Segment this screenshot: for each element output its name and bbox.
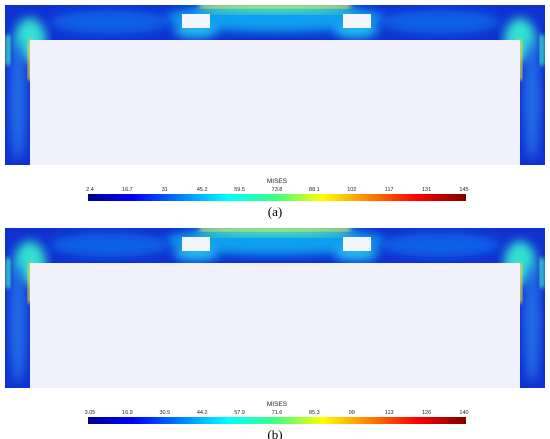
stress-zone — [380, 10, 500, 34]
stress-zone — [10, 40, 26, 160]
colorbar-tick-label: 44.2 — [197, 410, 208, 416]
stress-peak — [540, 35, 544, 65]
stress-peak — [200, 228, 350, 231]
colorbar-tick-label: 126 — [422, 410, 431, 416]
colorbar-tick-label: 45.2 — [197, 187, 208, 193]
stress-zone — [380, 233, 500, 257]
caption: (a) — [268, 204, 282, 219]
colorbar-tick-label: 31 — [162, 187, 168, 193]
stress-peak — [6, 35, 10, 65]
opening — [182, 237, 210, 251]
colorbar-tick-label: 99 — [349, 410, 355, 416]
colorbar-tick-label: 16.7 — [122, 187, 133, 193]
colorbar-tick-label: 57.9 — [234, 410, 245, 416]
stress-zone — [524, 40, 540, 160]
colorbar-tick-label: 85.3 — [309, 410, 320, 416]
panel: MISES 3.05 16.9 30.5 44.2 57.9 71.6 85.3 99 113 12… — [5, 228, 545, 439]
stress-peak — [200, 5, 350, 8]
colorbar-tick-label: 140 — [459, 410, 468, 416]
colorbar-tick-label: 131 — [422, 187, 431, 193]
opening — [343, 237, 371, 251]
colorbar — [88, 194, 466, 201]
stress-peak — [6, 258, 10, 288]
colorbar-tick-label: 88.1 — [309, 187, 320, 193]
stress-zone — [10, 263, 26, 383]
colorbar-tick-label: 73.8 — [272, 187, 283, 193]
colorbar-tick-label: 30.5 — [159, 410, 170, 416]
colorbar-tick-label: 59.5 — [234, 187, 245, 193]
interior — [30, 263, 520, 388]
interior — [30, 40, 520, 165]
opening — [343, 14, 371, 28]
stress-zone — [50, 233, 170, 257]
colorbar-tick-label: 71.6 — [272, 410, 283, 416]
stress-zone — [50, 10, 170, 34]
colorbar-tick-label: 145 — [459, 187, 468, 193]
opening — [182, 14, 210, 28]
colorbar-tick-label: 113 — [385, 410, 394, 416]
colorbar — [88, 417, 466, 424]
colorbar-tick-label: 3.05 — [85, 410, 96, 416]
colorbar-tick-label: 117 — [385, 187, 394, 193]
caption: (b) — [267, 427, 282, 439]
colorbar-tick-label: 16.9 — [122, 410, 133, 416]
colorbar-title: MISES — [267, 401, 288, 408]
stress-peak — [540, 258, 544, 288]
colorbar-title: MISES — [267, 178, 288, 185]
panel: MISES 2.4 16.7 31 45.2 59.5 73.8 88.1 102 117 131 1… — [5, 5, 545, 219]
colorbar-tick-label: 2.4 — [86, 187, 94, 193]
colorbar-tick-label: 102 — [347, 187, 356, 193]
stress-zone — [524, 263, 540, 383]
